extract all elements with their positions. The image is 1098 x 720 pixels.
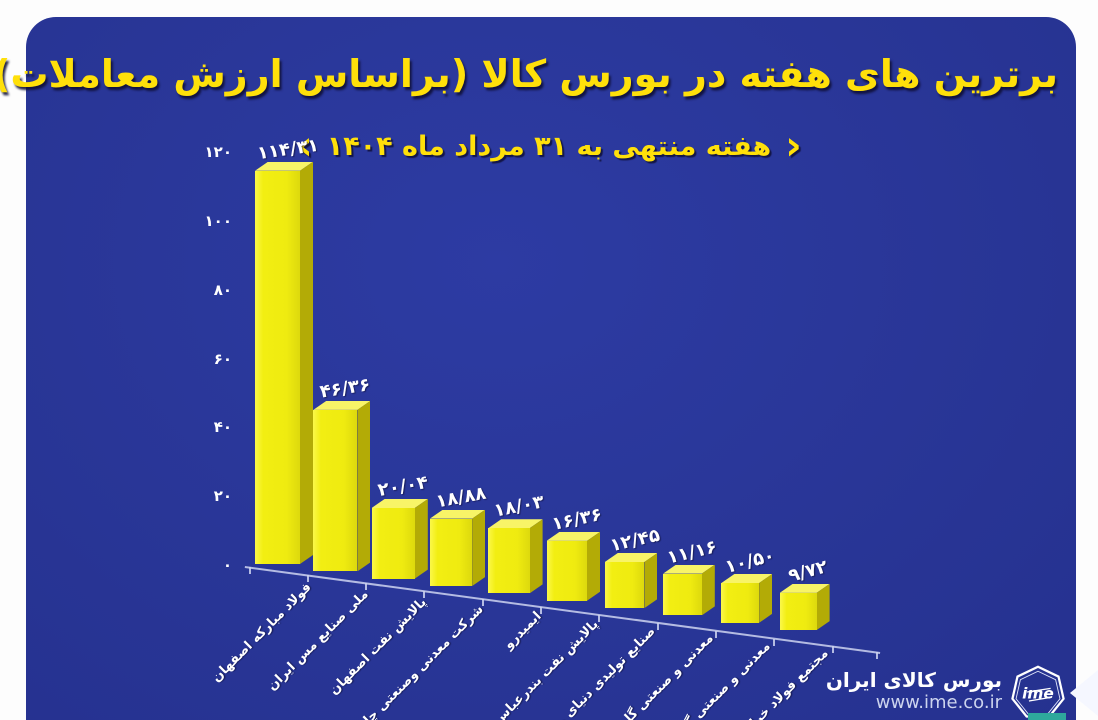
blue-panel xyxy=(26,17,1076,720)
bar-top-face xyxy=(780,584,830,593)
bar xyxy=(663,573,702,616)
axis-tick xyxy=(773,638,776,646)
y-axis-tick-label: ۶۰ xyxy=(213,349,232,368)
bar xyxy=(546,540,587,601)
axis-tick xyxy=(876,652,878,660)
axis-tick xyxy=(481,599,484,607)
axis-tick xyxy=(248,567,251,575)
axis-tick xyxy=(714,630,717,638)
subtitle-bracket-left: ‹ xyxy=(296,123,313,169)
bar-side-face xyxy=(530,519,543,593)
bar-top-face xyxy=(313,401,370,410)
ime-logo-icon: ime xyxy=(1011,665,1065,718)
bar-top-face xyxy=(663,565,715,574)
y-axis-tick-label: ۱۲۰ xyxy=(204,143,232,162)
y-axis-tick-label: ۲۰ xyxy=(213,487,232,506)
bar xyxy=(371,507,415,579)
bar-top-face xyxy=(547,532,601,541)
y-axis-tick-label: ۸۰ xyxy=(213,280,232,299)
axis-tick xyxy=(598,614,601,622)
bar-top-face xyxy=(255,162,313,171)
bar-top-face xyxy=(372,499,428,508)
chart-subtitle: هفته منتهی به ۳۱ مرداد ماه ۱۴۰۴ xyxy=(326,130,772,162)
bar xyxy=(779,592,817,631)
bar xyxy=(604,561,645,609)
subtitle-bracket-right: › xyxy=(785,123,802,169)
y-axis-tick-label: ۰ xyxy=(222,556,232,574)
teal-accent-bar xyxy=(1028,713,1066,720)
bar-top-face xyxy=(721,574,772,583)
axis-tick xyxy=(365,583,368,591)
bar xyxy=(721,582,760,623)
axis-tick xyxy=(423,591,426,599)
bar-side-face xyxy=(300,162,313,564)
axis-tick xyxy=(306,575,309,583)
bar-top-face xyxy=(430,510,485,519)
axis-tick xyxy=(540,606,542,614)
bar-top-face xyxy=(488,519,542,528)
bar-side-face xyxy=(357,401,370,572)
bar xyxy=(255,170,300,564)
bar xyxy=(429,518,473,587)
footer-text-block: بورس کالای ایران www.ime.co.ir xyxy=(826,668,1002,714)
bar-value-label: ۱۱۴/۳۱ xyxy=(255,134,320,164)
y-axis-tick-label: ۱۰۰ xyxy=(204,212,232,230)
footer-org-name: بورس کالای ایران xyxy=(825,668,1002,693)
bar-side-face xyxy=(759,574,772,623)
bar-side-face xyxy=(702,565,715,616)
bar-side-face xyxy=(472,510,485,586)
bar-side-face xyxy=(817,584,830,630)
bar xyxy=(488,528,530,594)
bar-side-face xyxy=(644,553,657,608)
chart-subtitle-row: ‹ هفته منتهی به ۳۱ مرداد ماه ۱۴۰۴ › xyxy=(0,126,1098,166)
y-axis-tick-label: ۴۰ xyxy=(213,418,232,437)
axis-tick xyxy=(831,646,834,654)
bar-top-face xyxy=(605,553,658,562)
category-label: فولاد مبارکه اصفهان xyxy=(209,580,315,686)
chart-title: برترین های هفته در بورس کالا (براساس ارز… xyxy=(0,52,1058,96)
axis-tick xyxy=(656,622,659,630)
bar-value-label: ۴۶/۳۶ xyxy=(318,374,372,403)
footer-website: www.ime.co.ir xyxy=(875,692,1002,714)
bar-side-face xyxy=(415,499,428,579)
bar xyxy=(313,409,358,572)
bar-side-face xyxy=(587,532,600,601)
